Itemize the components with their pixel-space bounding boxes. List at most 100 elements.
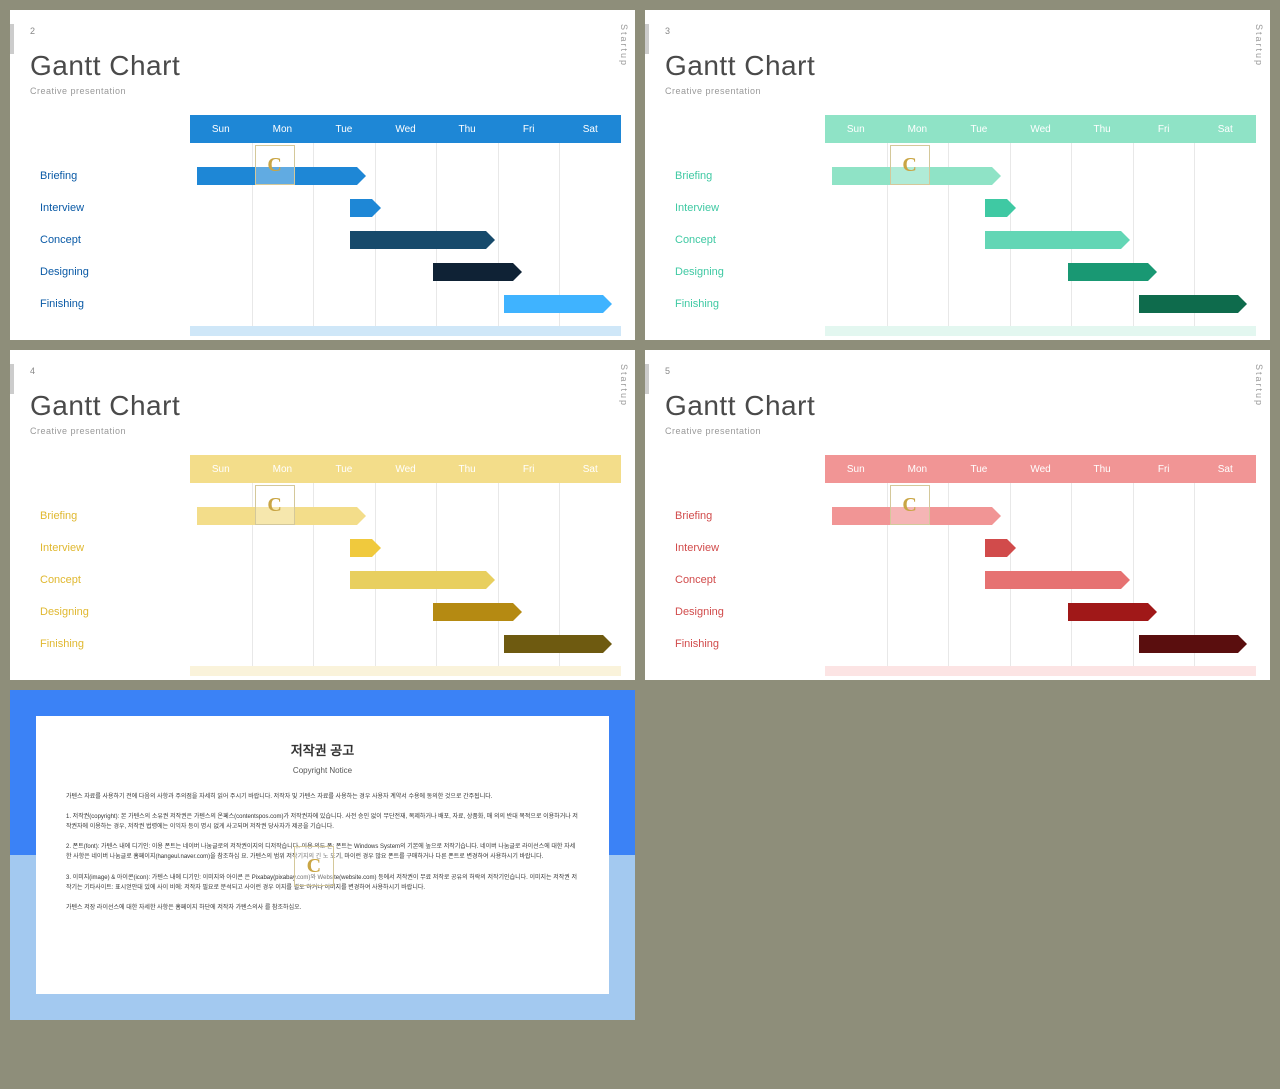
copyright-title: 저작권 공고 (66, 740, 579, 762)
day-cell: Fri (1133, 455, 1195, 483)
task-label: Interview (675, 192, 815, 224)
side-label: Startup (619, 24, 629, 67)
bar-row (190, 564, 621, 596)
slide-number: 2 (30, 26, 35, 36)
bar-row (825, 288, 1256, 320)
task-labels: BriefingInterviewConceptDesigningFinishi… (40, 500, 180, 660)
day-cell: Thu (1071, 115, 1133, 143)
gantt-bar (350, 571, 485, 589)
bar-row (190, 532, 621, 564)
day-cell: Wed (375, 115, 437, 143)
watermark: C (890, 145, 930, 185)
slide-title: Gantt Chart (665, 50, 815, 82)
bar-row (825, 564, 1256, 596)
bar-row (190, 288, 621, 320)
side-accent (10, 24, 14, 54)
task-label: Finishing (675, 628, 815, 660)
bar-row (190, 224, 621, 256)
day-cell: Sun (825, 455, 887, 483)
day-cell: Tue (313, 115, 375, 143)
bar-row (825, 192, 1256, 224)
side-label: Startup (1254, 24, 1264, 67)
slide-subtitle: Creative presentation (30, 426, 126, 436)
slide-subtitle: Creative presentation (30, 86, 126, 96)
slide-subtitle: Creative presentation (665, 426, 761, 436)
task-label: Designing (675, 256, 815, 288)
side-accent (645, 24, 649, 54)
slide-number: 4 (30, 366, 35, 376)
gantt-bar (985, 199, 1007, 217)
day-cell: Fri (1133, 115, 1195, 143)
bars-container (825, 500, 1256, 676)
bars-container (825, 160, 1256, 336)
chart-area: SunMonTueWedThuFriSatBriefingInterviewCo… (665, 115, 1256, 336)
copyright-slide: 저작권 공고Copyright Notice가텐스 자료를 사용하기 전에 다음… (10, 690, 635, 1020)
bars-container (190, 160, 621, 336)
gantt-bar (350, 539, 372, 557)
days-header: SunMonTueWedThuFriSat (825, 455, 1256, 483)
day-cell: Sat (1194, 455, 1256, 483)
day-cell: Sat (1194, 115, 1256, 143)
day-cell: Mon (252, 455, 314, 483)
watermark: C (255, 145, 295, 185)
gantt-bar (433, 603, 513, 621)
day-cell: Tue (948, 455, 1010, 483)
day-cell: Thu (1071, 455, 1133, 483)
task-label: Interview (40, 192, 180, 224)
day-cell: Mon (252, 115, 314, 143)
slide-number: 3 (665, 26, 670, 36)
empty-cell (645, 690, 1270, 1020)
day-cell: Wed (1010, 455, 1072, 483)
side-label: Startup (1254, 364, 1264, 407)
bar-row (825, 532, 1256, 564)
footer-strip (825, 666, 1256, 676)
task-label: Designing (675, 596, 815, 628)
task-label: Finishing (40, 628, 180, 660)
gantt-slide: 4StartupGantt ChartCreative presentation… (10, 350, 635, 680)
chart-area: SunMonTueWedThuFriSatBriefingInterviewCo… (30, 455, 621, 676)
task-label: Briefing (40, 160, 180, 192)
task-label: Concept (40, 224, 180, 256)
task-label: Designing (40, 596, 180, 628)
gantt-bar (985, 571, 1120, 589)
task-label: Briefing (675, 160, 815, 192)
gantt-slide: 5StartupGantt ChartCreative presentation… (645, 350, 1270, 680)
day-cell: Mon (887, 115, 949, 143)
task-label: Finishing (40, 288, 180, 320)
days-header: SunMonTueWedThuFriSat (825, 115, 1256, 143)
day-cell: Thu (436, 115, 498, 143)
task-label: Finishing (675, 288, 815, 320)
bar-row (825, 224, 1256, 256)
task-labels: BriefingInterviewConceptDesigningFinishi… (40, 160, 180, 320)
chart-area: SunMonTueWedThuFriSatBriefingInterviewCo… (30, 115, 621, 336)
day-cell: Sun (190, 455, 252, 483)
gantt-bar (1139, 635, 1238, 653)
gantt-bar (504, 295, 603, 313)
day-cell: Sat (559, 455, 621, 483)
chart-area: SunMonTueWedThuFriSatBriefingInterviewCo… (665, 455, 1256, 676)
copyright-paragraph: 가텐스 자료를 사용하기 전에 다음의 사항과 주의점을 자세히 읽어 주시기 … (66, 792, 579, 802)
footer-strip (190, 326, 621, 336)
gantt-bar (1139, 295, 1238, 313)
bar-row (190, 596, 621, 628)
bar-row (190, 628, 621, 660)
task-label: Interview (675, 532, 815, 564)
copyright-paragraph: 가텐스 저장 라이선스에 대한 자세한 사항은 홈페이지 하단에 저작자 가텐스… (66, 903, 579, 913)
day-cell: Sat (559, 115, 621, 143)
day-cell: Tue (948, 115, 1010, 143)
bar-row (825, 256, 1256, 288)
watermark: C (890, 485, 930, 525)
day-cell: Thu (436, 455, 498, 483)
task-label: Briefing (675, 500, 815, 532)
bar-row (190, 256, 621, 288)
slide-title: Gantt Chart (30, 50, 180, 82)
gantt-bar (1068, 263, 1148, 281)
copyright-paragraph: 1. 저작권(copyright): 본 가텐스의 소유권 저작권은 가텐스의 … (66, 812, 579, 832)
watermark: C (255, 485, 295, 525)
watermark: C (294, 846, 334, 886)
day-cell: Sun (825, 115, 887, 143)
slide-subtitle: Creative presentation (665, 86, 761, 96)
task-label: Briefing (40, 500, 180, 532)
task-label: Designing (40, 256, 180, 288)
bar-row (190, 192, 621, 224)
